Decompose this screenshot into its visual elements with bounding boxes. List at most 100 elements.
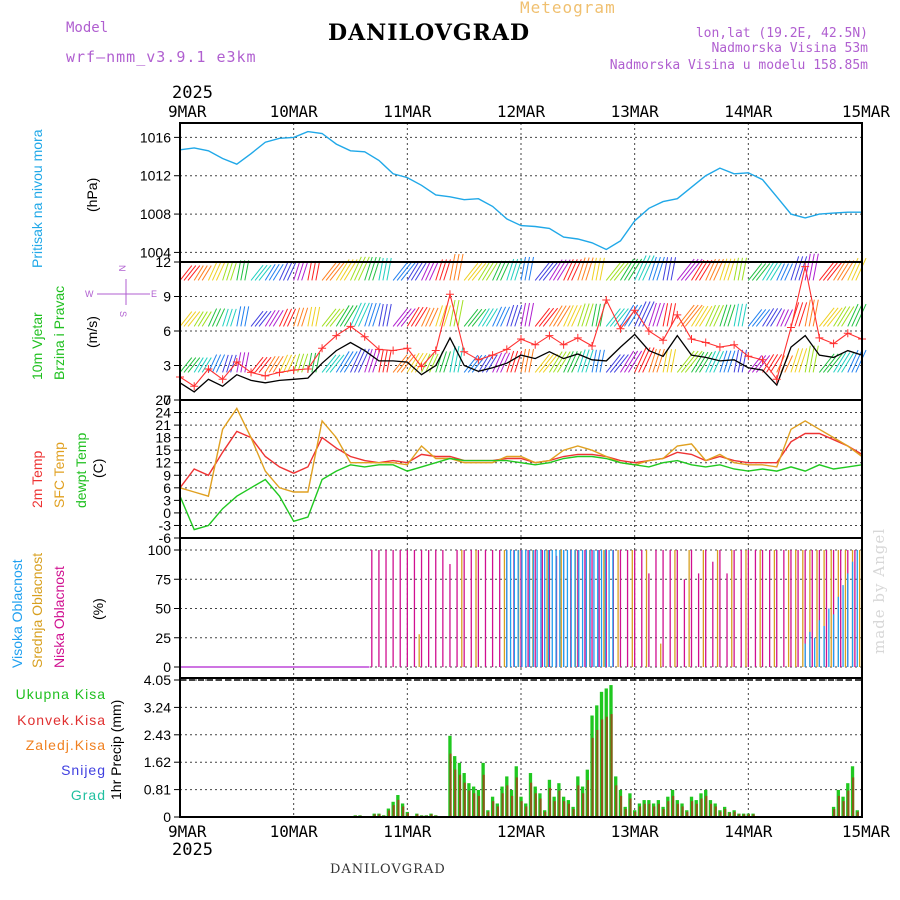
wind-barb <box>691 351 705 373</box>
wind-barb <box>585 349 594 373</box>
wind-barb <box>528 256 535 281</box>
wind-barb <box>179 265 193 281</box>
wind-barb <box>467 308 483 327</box>
wind-barb <box>301 261 309 281</box>
wind-gust-marker <box>687 335 696 344</box>
precip-conv-bar <box>695 803 698 817</box>
y-tick-label-temperature: 21 <box>155 417 171 433</box>
wind-barb <box>264 263 276 281</box>
wind-barb <box>311 352 317 373</box>
axes-layer <box>174 122 863 818</box>
precip-conv-bar <box>548 787 552 817</box>
wind-barb <box>762 308 775 327</box>
wind-barb <box>293 307 301 327</box>
wind-barb <box>808 299 815 327</box>
wind-barb <box>695 351 709 373</box>
wind-barb <box>755 309 771 327</box>
wind-barb <box>230 354 237 373</box>
wind-barb <box>329 262 345 281</box>
legend-snow: Snijeg <box>61 762 106 778</box>
wind-barb <box>691 305 705 327</box>
wind-barb <box>240 352 246 373</box>
wind-barb <box>250 356 264 373</box>
precip-conv-bar <box>648 803 651 817</box>
wind-barb <box>230 308 237 327</box>
y-tick-label-precip: 0.81 <box>144 782 171 798</box>
wind-barb <box>500 306 511 327</box>
wind-barb <box>358 256 370 281</box>
wind-barb <box>542 353 559 373</box>
precip-conv-bar <box>406 813 409 817</box>
wind-barb <box>211 308 222 327</box>
wind-barb <box>449 299 456 327</box>
wind-barb <box>666 257 673 281</box>
wind-barb <box>751 309 767 327</box>
wind-gust-marker <box>332 331 341 340</box>
wind-barb <box>695 259 709 281</box>
y-tick-label-temperature: 27 <box>155 392 171 408</box>
wind-barb <box>755 263 771 281</box>
precip-conv-bar <box>529 782 533 817</box>
wind-barb <box>705 304 716 327</box>
panel-frame-precip <box>179 677 863 818</box>
wind-barb <box>851 349 863 373</box>
wind-barb <box>222 354 229 373</box>
grid-layer <box>179 123 863 818</box>
wind-barb <box>463 308 479 327</box>
y-tick-label-wind: 12 <box>155 254 171 270</box>
wind-barb <box>193 311 204 327</box>
wind-barb <box>287 308 297 327</box>
y-tick-label-wind: 0 <box>163 392 171 408</box>
wind-barb <box>798 302 808 327</box>
wind-barb <box>524 348 531 373</box>
wind-barb <box>542 307 559 327</box>
wind-barb <box>747 309 763 327</box>
wind-gust-marker <box>445 290 454 299</box>
wind-barb <box>762 262 775 281</box>
wind-barb <box>591 349 597 373</box>
wind-barb <box>279 262 289 281</box>
wind-barb <box>577 349 586 373</box>
wind-barb <box>723 350 732 373</box>
wind-barb <box>421 353 431 373</box>
y-tick-label-clouds: 25 <box>155 630 171 646</box>
wind-barb <box>506 304 515 327</box>
wind-barb <box>510 304 519 327</box>
wind-barb <box>794 302 804 327</box>
precip-conv-bar <box>681 806 684 817</box>
precip-conv-bar <box>643 803 646 817</box>
wind-barb <box>634 347 647 373</box>
wind-barb <box>272 355 284 373</box>
wind-gust-marker <box>588 341 597 350</box>
precip-conv-bar <box>624 809 627 817</box>
wind-barb <box>197 311 208 327</box>
wind-barb <box>414 306 428 327</box>
precip-conv-bar <box>402 806 405 817</box>
precip-conv-bar <box>586 780 589 817</box>
wind-barb <box>652 256 661 281</box>
precip-conv-bar <box>458 774 462 817</box>
wind-barb <box>421 307 431 327</box>
wind-gust-marker <box>460 347 469 356</box>
compass-rose: N E W S <box>85 265 157 317</box>
wind-barb <box>747 263 763 281</box>
legend-total-rain: Ukupna Kisa <box>15 686 106 702</box>
wind-barb <box>709 350 720 373</box>
precip-conv-bar <box>856 811 859 817</box>
wind-gust-marker <box>303 364 312 373</box>
precip-conv-bar <box>515 777 518 817</box>
wind-barb <box>727 304 736 327</box>
wind-gust-marker <box>517 335 525 344</box>
wind-barb <box>283 354 293 373</box>
wind-barb <box>798 256 808 281</box>
wind-barb <box>457 253 464 281</box>
wind-barb <box>207 262 218 281</box>
wind-barb <box>268 309 280 327</box>
wind-barb <box>315 260 321 281</box>
wind-barb <box>396 354 412 373</box>
y-tick-label-pressure: 1004 <box>140 244 171 260</box>
wind-barb <box>354 348 366 373</box>
wind-barb <box>425 261 435 281</box>
wind-barb <box>244 260 250 281</box>
wind-barb <box>591 303 597 327</box>
